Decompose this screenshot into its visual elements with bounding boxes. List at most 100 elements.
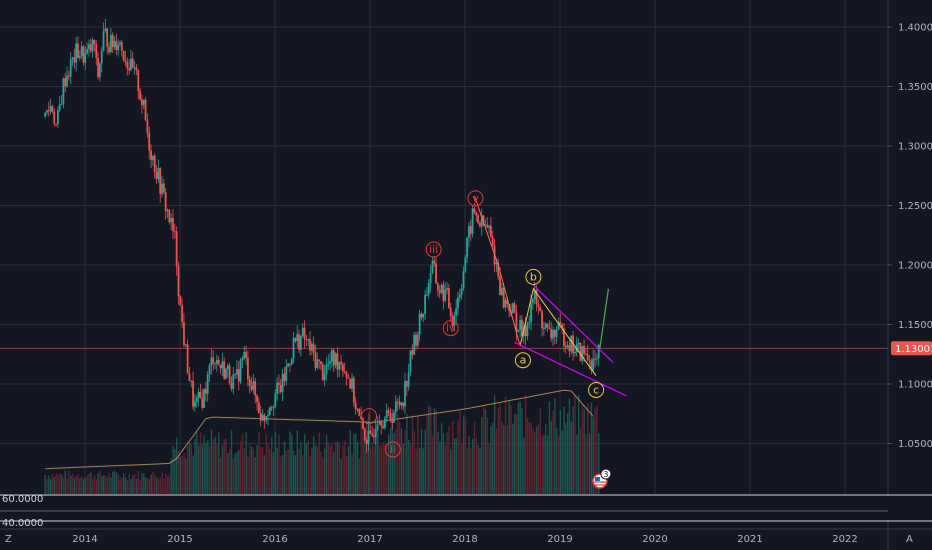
volume-bar (364, 435, 366, 494)
volume-bar (504, 396, 507, 494)
candlestick-layer (44, 19, 600, 453)
candle-body (303, 327, 306, 340)
volume-bar (579, 427, 582, 494)
candle-body (550, 328, 553, 339)
wave-label-iii-circle (425, 241, 442, 258)
volume-bar (462, 415, 465, 494)
volume-bar (82, 479, 85, 494)
candle-body (504, 299, 507, 308)
candle-body (351, 378, 353, 389)
volume-bar (508, 401, 510, 494)
volume-bar (68, 470, 70, 494)
candle-body (44, 112, 46, 117)
candle-body (564, 345, 567, 348)
candle-body (58, 104, 61, 110)
candle-body (208, 365, 211, 375)
volume-bar (302, 455, 304, 494)
candle-body (367, 430, 370, 444)
candle-body (429, 273, 432, 284)
wave-label-a-circle (514, 352, 531, 369)
volume-bar (375, 426, 377, 494)
volume-bar (66, 478, 68, 494)
volume-bar (473, 421, 476, 494)
candle-body (305, 339, 308, 341)
candle-body (418, 313, 421, 335)
candle-body (126, 61, 129, 69)
volume-bar (380, 445, 383, 494)
volume-bar (150, 474, 152, 494)
volume-bar (409, 444, 412, 494)
candle-body (561, 324, 564, 329)
volume-bar (406, 413, 408, 494)
candle-body (354, 402, 357, 409)
volume-bar (177, 450, 180, 494)
candle-body (217, 359, 220, 365)
volume-bar (48, 475, 50, 494)
candle-body (413, 334, 416, 355)
candle-body (479, 222, 481, 227)
wave-label-v: v (472, 192, 479, 205)
candle-body (511, 303, 514, 314)
volume-bar (152, 471, 154, 494)
volume-bar (349, 430, 351, 494)
volume-bar (309, 456, 311, 494)
volume-bar (402, 444, 404, 494)
volume-bar (194, 439, 196, 494)
candle-body (106, 28, 109, 47)
current-price-label: 1.13001 (895, 344, 932, 355)
volume-bar (596, 406, 598, 494)
volume-bar (192, 455, 194, 494)
volume-bar (210, 429, 213, 494)
volume-bar (521, 408, 523, 494)
candle-body (289, 363, 291, 365)
candle-body (586, 354, 589, 360)
volume-bar (422, 448, 425, 494)
volume-bar (428, 405, 430, 494)
candle-body (285, 366, 288, 381)
candle-body (376, 424, 379, 430)
time-tick-label: 2019 (547, 534, 572, 545)
candle-body (435, 263, 437, 284)
wave-label-b: b (530, 270, 537, 283)
volume-bar (539, 408, 541, 494)
sub-pane-tick-label: 60.0000 (2, 494, 43, 505)
volume-bar (229, 449, 231, 494)
candle-body (89, 44, 92, 52)
volume-bar (537, 423, 540, 494)
candle-body (203, 389, 205, 408)
candle-body (210, 357, 213, 366)
volume-bar (345, 456, 348, 494)
volume-bar (420, 429, 423, 494)
candle-body (365, 440, 368, 444)
price-tick-label: 1.40000 (898, 23, 932, 34)
candle-body (548, 327, 551, 329)
volume-bar (108, 472, 110, 494)
volume-bar (201, 444, 204, 494)
candle-body (294, 338, 297, 342)
volume-bar (318, 432, 320, 494)
volume-bar (464, 419, 467, 494)
current-price-tag (891, 341, 932, 356)
candle-body (431, 260, 434, 274)
candle-body (246, 357, 249, 380)
volume-bar (501, 421, 503, 494)
volume-bar (541, 435, 543, 494)
volume-bar (214, 436, 216, 494)
volume-bar (322, 457, 324, 494)
volume-bar (495, 428, 498, 494)
candle-body (541, 311, 543, 329)
candle-body (449, 307, 452, 317)
candle-body (270, 407, 273, 409)
price-tick-label: 1.05000 (898, 439, 932, 450)
volume-bar (234, 453, 236, 494)
volume-bar (314, 445, 317, 494)
volume-bar (548, 401, 551, 494)
volume-bar (567, 413, 569, 494)
candle-body (155, 172, 158, 180)
volume-bar (73, 478, 76, 494)
candle-body (517, 330, 520, 332)
wave-label-i-circle (361, 408, 378, 425)
volume-bar (139, 479, 141, 494)
